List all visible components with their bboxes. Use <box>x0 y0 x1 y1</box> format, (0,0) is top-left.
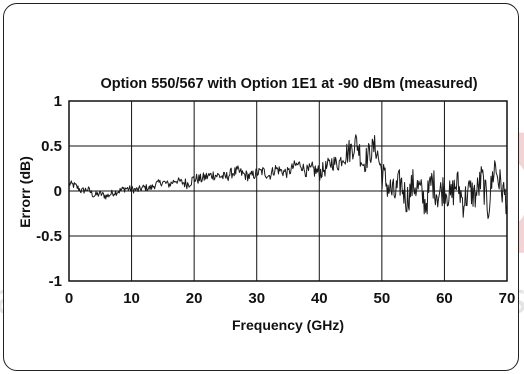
x-tick-label: 10 <box>123 290 140 307</box>
x-tick-label: 20 <box>186 290 203 307</box>
x-tick-label: 70 <box>499 290 516 307</box>
y-tick-label: 0.5 <box>41 138 62 155</box>
y-tick-label: -1 <box>49 273 62 290</box>
x-tick-label: 40 <box>311 290 328 307</box>
x-tick-label: 60 <box>436 290 453 307</box>
y-tick-label: 1 <box>54 93 62 110</box>
series-line <box>68 134 508 219</box>
y-tick-labels: 1 0.5 0 -0.5 -1 <box>36 93 62 290</box>
x-tick-label: 0 <box>65 290 73 307</box>
x-axis-label: Frequency (GHz) <box>232 317 344 333</box>
x-tick-label: 30 <box>248 290 265 307</box>
x-tick-labels: 0 10 20 30 40 50 60 70 <box>65 290 516 307</box>
y-tick-label: -0.5 <box>36 228 62 245</box>
x-tick-label: 50 <box>374 290 391 307</box>
y-axis-label: Errorr (dB) <box>17 156 33 228</box>
plot-border <box>68 100 508 282</box>
chart-title: Option 550/567 with Option 1E1 at -90 dB… <box>100 76 477 92</box>
y-tick-label: 0 <box>54 183 62 200</box>
